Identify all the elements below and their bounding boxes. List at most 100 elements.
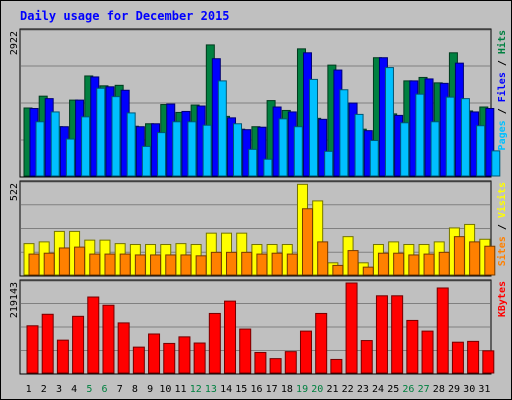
panel-visits-ymax-label: 522 — [9, 183, 20, 201]
bar-hits-pages-day-6 — [111, 96, 121, 177]
bar-hits-pages-day-29 — [460, 98, 470, 177]
bar-kbytes-kbytes-day-10 — [163, 342, 176, 374]
bar-kbytes-kbytes-day-24 — [375, 295, 388, 374]
bar-visits-sites-day-13 — [210, 251, 222, 276]
bar-visits-sites-day-23 — [362, 266, 374, 276]
x-tick-label-day-20: 20 — [311, 384, 323, 395]
x-tick-label-day-25: 25 — [387, 384, 399, 395]
bar-visits-sites-day-4 — [74, 246, 86, 276]
x-tick-label-day-18: 18 — [281, 384, 293, 395]
x-tick-label-day-11: 11 — [175, 384, 187, 395]
x-tick-label-day-27: 27 — [418, 384, 430, 395]
x-tick-label-day-8: 8 — [132, 384, 138, 395]
bar-hits-pages-day-2 — [50, 111, 60, 177]
x-tick-label-day-31: 31 — [478, 384, 490, 395]
bar-kbytes-kbytes-day-25 — [391, 295, 404, 374]
bar-kbytes-kbytes-day-31 — [482, 350, 495, 374]
bar-visits-sites-day-12 — [195, 255, 207, 276]
x-tick-label-day-5: 5 — [86, 384, 92, 395]
x-tick-label-day-26: 26 — [402, 384, 414, 395]
x-tick-label-day-24: 24 — [372, 384, 384, 395]
bar-kbytes-kbytes-day-4 — [72, 315, 85, 374]
bar-visits-sites-day-26 — [408, 254, 420, 276]
bar-kbytes-kbytes-day-9 — [148, 333, 161, 374]
bar-visits-sites-day-25 — [393, 252, 405, 276]
panel-hits-legend: Pages / Files / Hits — [496, 30, 508, 150]
legend-entry: Files — [496, 72, 508, 102]
bar-kbytes-kbytes-day-29 — [451, 341, 464, 374]
bar-hits-pages-day-23 — [369, 140, 379, 177]
bar-hits-pages-day-24 — [384, 67, 394, 177]
bar-hits-pages-day-13 — [217, 80, 227, 177]
legend-entry: / — [497, 54, 508, 72]
legend-entry: Sites — [496, 236, 508, 266]
panel-visits-legend: Sites / Visits — [496, 182, 508, 266]
bar-visits-sites-day-8 — [134, 254, 146, 276]
bar-hits-pages-day-28 — [445, 96, 455, 177]
panel-kbytes-ymax-label: 219143 — [9, 282, 20, 318]
bar-hits-pages-day-30 — [476, 125, 486, 177]
bar-visits-sites-day-24 — [377, 252, 389, 276]
bar-kbytes-kbytes-day-17 — [269, 358, 282, 374]
bar-visits-sites-day-19 — [301, 208, 313, 276]
chart-title: Daily usage for December 2015 — [20, 9, 230, 23]
bar-hits-pages-day-10 — [172, 121, 182, 177]
bar-visits-sites-day-2 — [43, 252, 55, 276]
bar-visits-sites-day-31 — [484, 245, 496, 276]
bar-visits-sites-day-20 — [317, 241, 329, 276]
x-tick-label-day-16: 16 — [250, 384, 262, 395]
bar-hits-pages-day-27 — [430, 121, 440, 177]
panel-kbytes-legend: KBytes — [497, 281, 508, 317]
bar-visits-sites-day-15 — [241, 251, 253, 276]
x-tick-label-day-9: 9 — [147, 384, 153, 395]
bar-hits-files-day-16 — [257, 126, 267, 177]
bar-hits-pages-day-4 — [81, 116, 91, 177]
bar-kbytes-kbytes-day-12 — [193, 342, 206, 374]
bar-kbytes-kbytes-day-21 — [330, 358, 343, 374]
panel-hits-ymax-label: 2922 — [9, 31, 20, 55]
bar-hits-pages-day-18 — [293, 126, 303, 177]
bar-hits-pages-day-15 — [248, 148, 258, 177]
bar-hits-pages-day-19 — [308, 78, 318, 177]
bar-visits-sites-day-5 — [89, 253, 101, 276]
bar-visits-sites-day-30 — [469, 241, 481, 276]
x-tick-label-day-14: 14 — [220, 384, 232, 395]
bar-visits-sites-day-7 — [119, 253, 131, 276]
bar-kbytes-kbytes-day-16 — [254, 351, 267, 374]
bar-hits-pages-day-25 — [400, 122, 410, 177]
bar-visits-sites-day-10 — [165, 254, 177, 276]
legend-entry: / — [497, 218, 508, 236]
x-tick-label-day-10: 10 — [159, 384, 171, 395]
bar-kbytes-kbytes-day-14 — [224, 300, 237, 374]
bar-kbytes-kbytes-day-5 — [87, 296, 100, 374]
x-tick-label-day-19: 19 — [296, 384, 308, 395]
bar-hits-pages-day-14 — [233, 123, 243, 177]
bar-kbytes-kbytes-day-22 — [345, 282, 358, 374]
bar-hits-pages-day-26 — [415, 93, 425, 177]
bar-kbytes-kbytes-day-30 — [467, 340, 480, 374]
bar-kbytes-kbytes-day-2 — [41, 313, 54, 374]
bar-hits-pages-day-21 — [339, 89, 349, 177]
x-tick-label-day-12: 12 — [190, 384, 202, 395]
bar-hits-files-day-20 — [318, 118, 328, 177]
legend-entry: Hits — [496, 30, 508, 54]
bar-hits-pages-day-22 — [354, 113, 364, 177]
x-tick-label-day-15: 15 — [235, 384, 247, 395]
bar-visits-sites-day-18 — [286, 253, 298, 276]
bar-visits-sites-day-29 — [453, 236, 465, 276]
bar-hits-pages-day-31 — [491, 150, 501, 177]
bar-kbytes-kbytes-day-26 — [406, 319, 419, 374]
bar-visits-sites-day-6 — [104, 253, 116, 276]
bar-kbytes-kbytes-day-13 — [208, 312, 221, 374]
bar-kbytes-kbytes-day-1 — [26, 325, 39, 374]
bar-kbytes-kbytes-day-27 — [421, 330, 434, 374]
bar-hits-pages-day-9 — [157, 132, 167, 177]
bar-visits-sites-day-28 — [438, 251, 450, 276]
bar-hits-pages-day-3 — [65, 138, 75, 177]
bar-visits-sites-day-27 — [423, 253, 435, 276]
bar-visits-sites-day-9 — [150, 254, 162, 276]
x-tick-label-day-1: 1 — [26, 384, 32, 395]
x-tick-label-day-13: 13 — [205, 384, 217, 395]
